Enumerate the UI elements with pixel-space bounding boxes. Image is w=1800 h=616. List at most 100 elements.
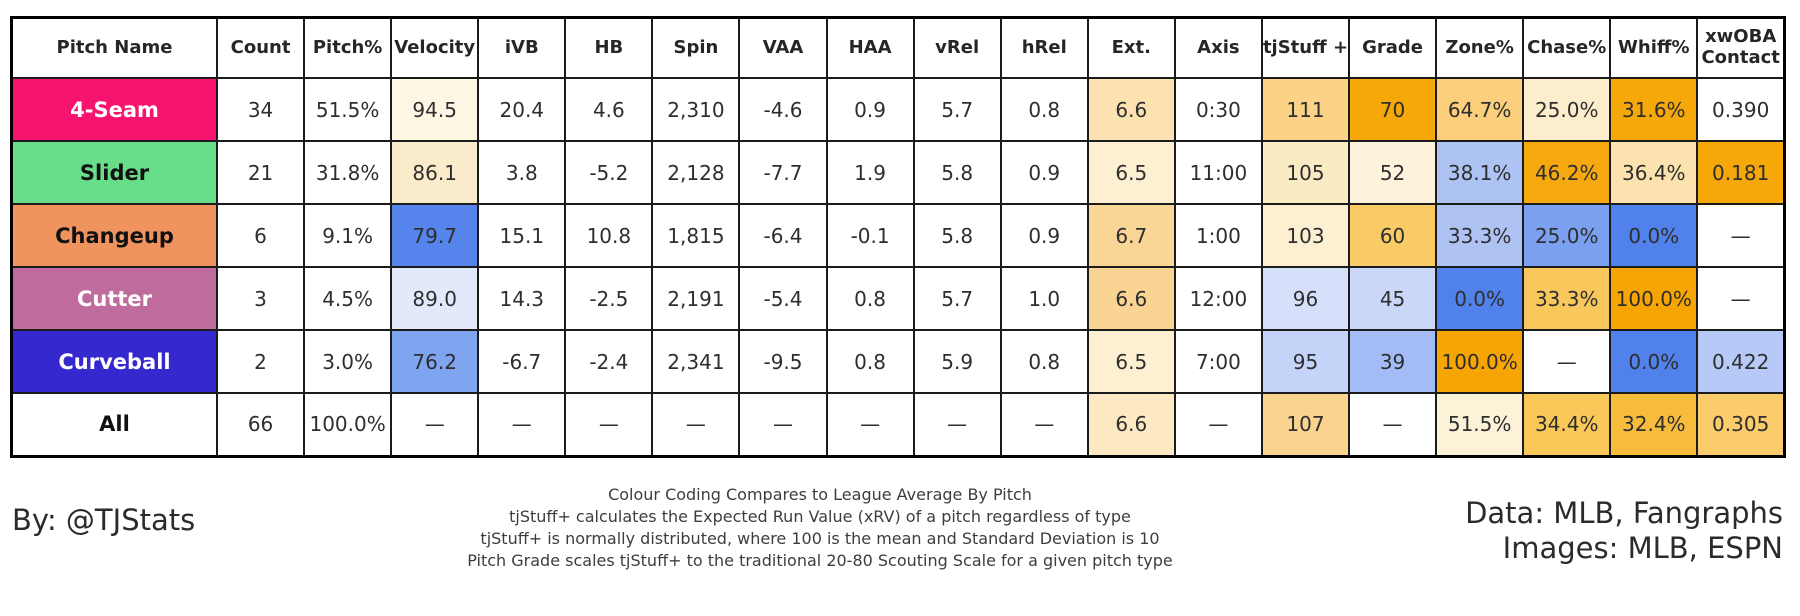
- cell-pitch-pct: 31.8%: [303, 140, 393, 205]
- cell-zone-pct: 100.0%: [1435, 329, 1525, 394]
- cell-axis: 11:00: [1173, 140, 1263, 205]
- cell-tjstuff-plus: 95: [1260, 329, 1351, 394]
- cell-ivb: 3.8: [477, 140, 567, 205]
- cell-tjstuff-plus: 96: [1260, 266, 1351, 331]
- table-body: 4-Seam 34 51.5% 94.5 20.4 4.6 2,310 -4.6 0.9 5.7 0…: [10, 77, 1786, 457]
- column-header-chase-pct: Chase%: [1522, 16, 1612, 79]
- cell-ivb: 15.1: [477, 203, 567, 268]
- cell-ivb: -6.7: [477, 329, 567, 394]
- cell-vrel: —: [912, 392, 1002, 457]
- column-header-hb: HB: [564, 16, 654, 79]
- cell-hrel: 0.9: [999, 203, 1089, 268]
- cell-xwoba-contact: 0.305: [1696, 392, 1786, 457]
- cell-vrel: 5.8: [912, 140, 1002, 205]
- table-row: Slider 21 31.8% 86.1 3.8 -5.2 2,128 -7.7 1.9 5.8 0…: [10, 140, 1786, 205]
- cell-vaa: -6.4: [738, 203, 828, 268]
- cell-hb: —: [564, 392, 654, 457]
- cell-vrel: 5.8: [912, 203, 1002, 268]
- table-row: Changeup 6 9.1% 79.7 15.1 10.8 1,815 -6.4 -0.1 5.…: [10, 203, 1786, 268]
- cell-ext: 6.6: [1086, 77, 1176, 142]
- cell-whiff-pct: 32.4%: [1609, 392, 1699, 457]
- pitch-name-cell: Cutter: [10, 266, 218, 331]
- cell-haa: —: [825, 392, 915, 457]
- cell-vaa: -4.6: [738, 77, 828, 142]
- cell-velocity: 94.5: [390, 77, 480, 142]
- footnote-line: tjStuff+ calculates the Expected Run Val…: [509, 507, 1131, 526]
- table-row: 4-Seam 34 51.5% 94.5 20.4 4.6 2,310 -4.6 0.9 5.7 0…: [10, 77, 1786, 142]
- table-row: Cutter 3 4.5% 89.0 14.3 -2.5 2,191 -5.4 0.8 5.7 1.…: [10, 266, 1786, 331]
- cell-spin: —: [651, 392, 741, 457]
- cell-spin: 2,191: [651, 266, 741, 331]
- cell-hb: 4.6: [564, 77, 654, 142]
- cell-xwoba-contact: 0.181: [1696, 140, 1786, 205]
- cell-haa: -0.1: [825, 203, 915, 268]
- cell-haa: 0.9: [825, 77, 915, 142]
- cell-haa: 0.8: [825, 329, 915, 394]
- cell-grade: 60: [1348, 203, 1438, 268]
- byline: By: @TJStats: [12, 503, 196, 537]
- column-header-haa: HAA: [825, 16, 915, 79]
- cell-grade: —: [1348, 392, 1438, 457]
- credits: Data: MLB, Fangraphs Images: MLB, ESPN: [1465, 496, 1783, 566]
- cell-tjstuff-plus: 103: [1260, 203, 1351, 268]
- footnotes: Colour Coding Compares to League Average…: [10, 484, 1630, 572]
- cell-hb: -2.5: [564, 266, 654, 331]
- cell-ivb: —: [477, 392, 567, 457]
- column-header-xwoba-contact: xwOBA Contact: [1696, 16, 1786, 79]
- cell-axis: 7:00: [1173, 329, 1263, 394]
- column-header-axis: Axis: [1173, 16, 1263, 79]
- cell-grade: 39: [1348, 329, 1438, 394]
- cell-hb: -2.4: [564, 329, 654, 394]
- cell-zone-pct: 51.5%: [1435, 392, 1525, 457]
- cell-velocity: 76.2: [390, 329, 480, 394]
- column-header-ivb: iVB: [477, 16, 567, 79]
- credits-data-line: Data: MLB, Fangraphs: [1465, 496, 1783, 530]
- column-header-whiff-pct: Whiff%: [1609, 16, 1699, 79]
- cell-count: 66: [215, 392, 306, 457]
- column-header-pitch-pct: Pitch%: [303, 16, 393, 79]
- column-header-spin: Spin: [651, 16, 741, 79]
- cell-velocity: —: [390, 392, 480, 457]
- cell-whiff-pct: 100.0%: [1609, 266, 1699, 331]
- cell-pitch-pct: 51.5%: [303, 77, 393, 142]
- cell-velocity: 86.1: [390, 140, 480, 205]
- cell-chase-pct: 34.4%: [1522, 392, 1612, 457]
- column-header-tjstuff-plus: tjStuff +: [1260, 16, 1351, 79]
- pitch-name-cell: Changeup: [10, 203, 218, 268]
- cell-axis: —: [1173, 392, 1263, 457]
- cell-grade: 52: [1348, 140, 1438, 205]
- cell-hrel: 1.0: [999, 266, 1089, 331]
- pitch-name-cell: Slider: [10, 140, 218, 205]
- column-header-hrel: hRel: [999, 16, 1089, 79]
- cell-ext: 6.5: [1086, 140, 1176, 205]
- column-header-pitch-name: Pitch Name: [10, 16, 218, 79]
- cell-ext: 6.5: [1086, 329, 1176, 394]
- cell-spin: 2,310: [651, 77, 741, 142]
- cell-count: 21: [215, 140, 306, 205]
- pitch-name-cell: Curveball: [10, 329, 218, 394]
- cell-xwoba-contact: 0.390: [1696, 77, 1786, 142]
- cell-chase-pct: 46.2%: [1522, 140, 1612, 205]
- cell-count: 3: [215, 266, 306, 331]
- cell-hb: 10.8: [564, 203, 654, 268]
- column-header-vrel: vRel: [912, 16, 1002, 79]
- cell-count: 34: [215, 77, 306, 142]
- cell-ext: 6.6: [1086, 266, 1176, 331]
- column-header-count: Count: [215, 16, 306, 79]
- cell-spin: 2,341: [651, 329, 741, 394]
- column-header-grade: Grade: [1348, 16, 1438, 79]
- cell-pitch-pct: 100.0%: [303, 392, 393, 457]
- table-header-row: Pitch Name Count Pitch% Velocity iVB HB Spin VA…: [10, 16, 1786, 79]
- cell-vaa: -5.4: [738, 266, 828, 331]
- cell-count: 2: [215, 329, 306, 394]
- cell-axis: 12:00: [1173, 266, 1263, 331]
- cell-hb: -5.2: [564, 140, 654, 205]
- pitch-name-cell: 4-Seam: [10, 77, 218, 142]
- pitch-arsenal-table: Pitch Name Count Pitch% Velocity iVB HB Spin VA…: [10, 16, 1786, 458]
- cell-haa: 0.8: [825, 266, 915, 331]
- column-header-ext: Ext.: [1086, 16, 1176, 79]
- footnote-line: tjStuff+ is normally distributed, where …: [480, 529, 1160, 548]
- cell-xwoba-contact: —: [1696, 266, 1786, 331]
- cell-chase-pct: —: [1522, 329, 1612, 394]
